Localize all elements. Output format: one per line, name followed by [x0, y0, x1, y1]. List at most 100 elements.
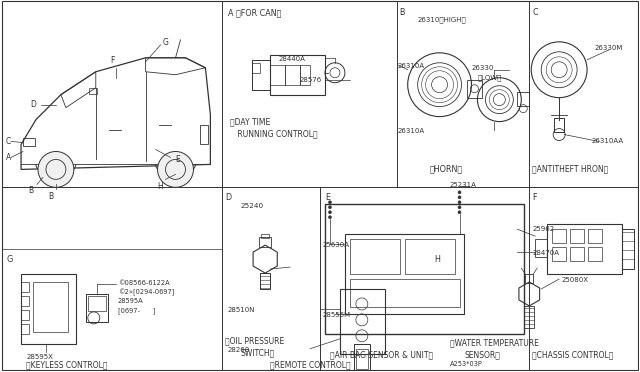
Bar [340, 289, 385, 354]
Bar [350, 279, 460, 307]
Bar [33, 282, 68, 332]
Text: 〈REMOTE CONTROL〉: 〈REMOTE CONTROL〉 [270, 361, 351, 370]
Bar [259, 237, 271, 247]
Text: A: A [6, 153, 12, 162]
Bar [345, 234, 465, 314]
Bar [252, 60, 270, 90]
Bar [88, 296, 106, 311]
Text: 28556M: 28556M [323, 312, 351, 318]
Bar [517, 92, 529, 106]
Text: 〈WATER TEMPERATURE: 〈WATER TEMPERATURE [449, 339, 538, 348]
Bar [350, 239, 400, 274]
Bar [89, 88, 97, 94]
Bar [86, 294, 108, 322]
Text: 〈LOW〉: 〈LOW〉 [477, 75, 502, 81]
Bar [21, 296, 29, 306]
Text: 〈AIR BAG SENSOR & UNIT〉: 〈AIR BAG SENSOR & UNIT〉 [330, 351, 433, 360]
Circle shape [458, 211, 461, 214]
Text: 〈KEYLESS CONTROL〉: 〈KEYLESS CONTROL〉 [26, 361, 108, 370]
Bar [21, 274, 76, 344]
Bar [552, 229, 566, 243]
Text: 26330: 26330 [472, 65, 494, 71]
Text: E: E [175, 155, 180, 164]
Bar [535, 239, 547, 257]
Text: G: G [163, 38, 168, 47]
Bar [552, 247, 566, 261]
Text: D: D [225, 193, 232, 202]
Text: H: H [435, 255, 440, 264]
Circle shape [328, 206, 332, 209]
Text: 25630A: 25630A [323, 242, 350, 248]
Circle shape [458, 201, 461, 204]
Text: RUNNING CONTROL〉: RUNNING CONTROL〉 [236, 129, 318, 138]
Circle shape [458, 196, 461, 199]
Text: 25962: 25962 [532, 226, 554, 232]
Circle shape [157, 151, 193, 187]
Text: F: F [532, 193, 537, 202]
Text: E: E [325, 193, 330, 202]
Text: 〈OIL PRESSURE: 〈OIL PRESSURE [225, 337, 285, 346]
Text: B: B [28, 186, 33, 195]
Text: 26310A: 26310A [397, 128, 425, 134]
Text: 25240: 25240 [240, 203, 264, 209]
Text: SWITCH〉: SWITCH〉 [240, 349, 275, 358]
Bar [261, 234, 269, 238]
Text: 26330M: 26330M [594, 45, 623, 51]
Text: 26310〈HIGH〉: 26310〈HIGH〉 [418, 16, 467, 23]
Bar [21, 282, 29, 292]
Bar [300, 65, 310, 85]
Bar [252, 63, 260, 73]
Text: 〈DAY TIME: 〈DAY TIME [230, 118, 271, 126]
Text: C: C [6, 137, 12, 146]
Bar [200, 125, 209, 144]
Text: 28440A: 28440A [278, 56, 305, 62]
Text: 25080X: 25080X [561, 277, 588, 283]
Text: ©08566-6122A: ©08566-6122A [118, 280, 170, 286]
Bar [554, 118, 564, 132]
Text: [0697-      ]: [0697- ] [118, 307, 155, 314]
Bar [21, 324, 29, 334]
Bar [23, 138, 35, 147]
Circle shape [328, 201, 332, 204]
Text: D: D [30, 100, 36, 109]
Text: B: B [49, 192, 54, 201]
Bar [525, 274, 533, 283]
Bar [270, 55, 325, 94]
Text: C: C [532, 8, 538, 17]
Text: 28510N: 28510N [227, 307, 255, 313]
Text: 26310AA: 26310AA [591, 138, 623, 144]
Circle shape [328, 211, 332, 214]
Bar [467, 80, 483, 98]
Bar [354, 344, 370, 372]
Text: 28595A: 28595A [118, 298, 143, 304]
Bar [547, 224, 622, 274]
Text: 28576: 28576 [300, 77, 322, 83]
Bar [524, 306, 534, 328]
Text: 〈CHASSIS CONTROL〉: 〈CHASSIS CONTROL〉 [532, 351, 614, 360]
Text: F: F [111, 56, 115, 65]
Bar [570, 229, 584, 243]
Text: G: G [6, 255, 12, 264]
Text: 28595X: 28595X [26, 354, 53, 360]
Bar [356, 349, 368, 369]
Text: SENSOR〉: SENSOR〉 [465, 351, 500, 360]
Text: ©2»[0294-0697]: ©2»[0294-0697] [118, 289, 174, 296]
Circle shape [38, 151, 74, 187]
Text: 28268: 28268 [227, 347, 250, 353]
Bar [260, 273, 270, 289]
Bar [270, 65, 285, 85]
Text: H: H [157, 182, 163, 191]
Bar [404, 239, 454, 274]
Text: 〈ANTITHEFT HRON〉: 〈ANTITHEFT HRON〉 [532, 164, 609, 173]
Text: A253*03P: A253*03P [449, 361, 483, 367]
Text: B: B [400, 8, 405, 17]
Text: 28470A: 28470A [532, 250, 559, 256]
Bar [325, 204, 524, 334]
Bar [588, 247, 602, 261]
Bar [622, 229, 634, 269]
Text: 〈HORN〉: 〈HORN〉 [429, 164, 463, 173]
Circle shape [328, 216, 332, 219]
Text: 26310A: 26310A [397, 63, 425, 69]
Text: A 〈FOR CAN〉: A 〈FOR CAN〉 [228, 8, 282, 17]
Circle shape [458, 191, 461, 194]
